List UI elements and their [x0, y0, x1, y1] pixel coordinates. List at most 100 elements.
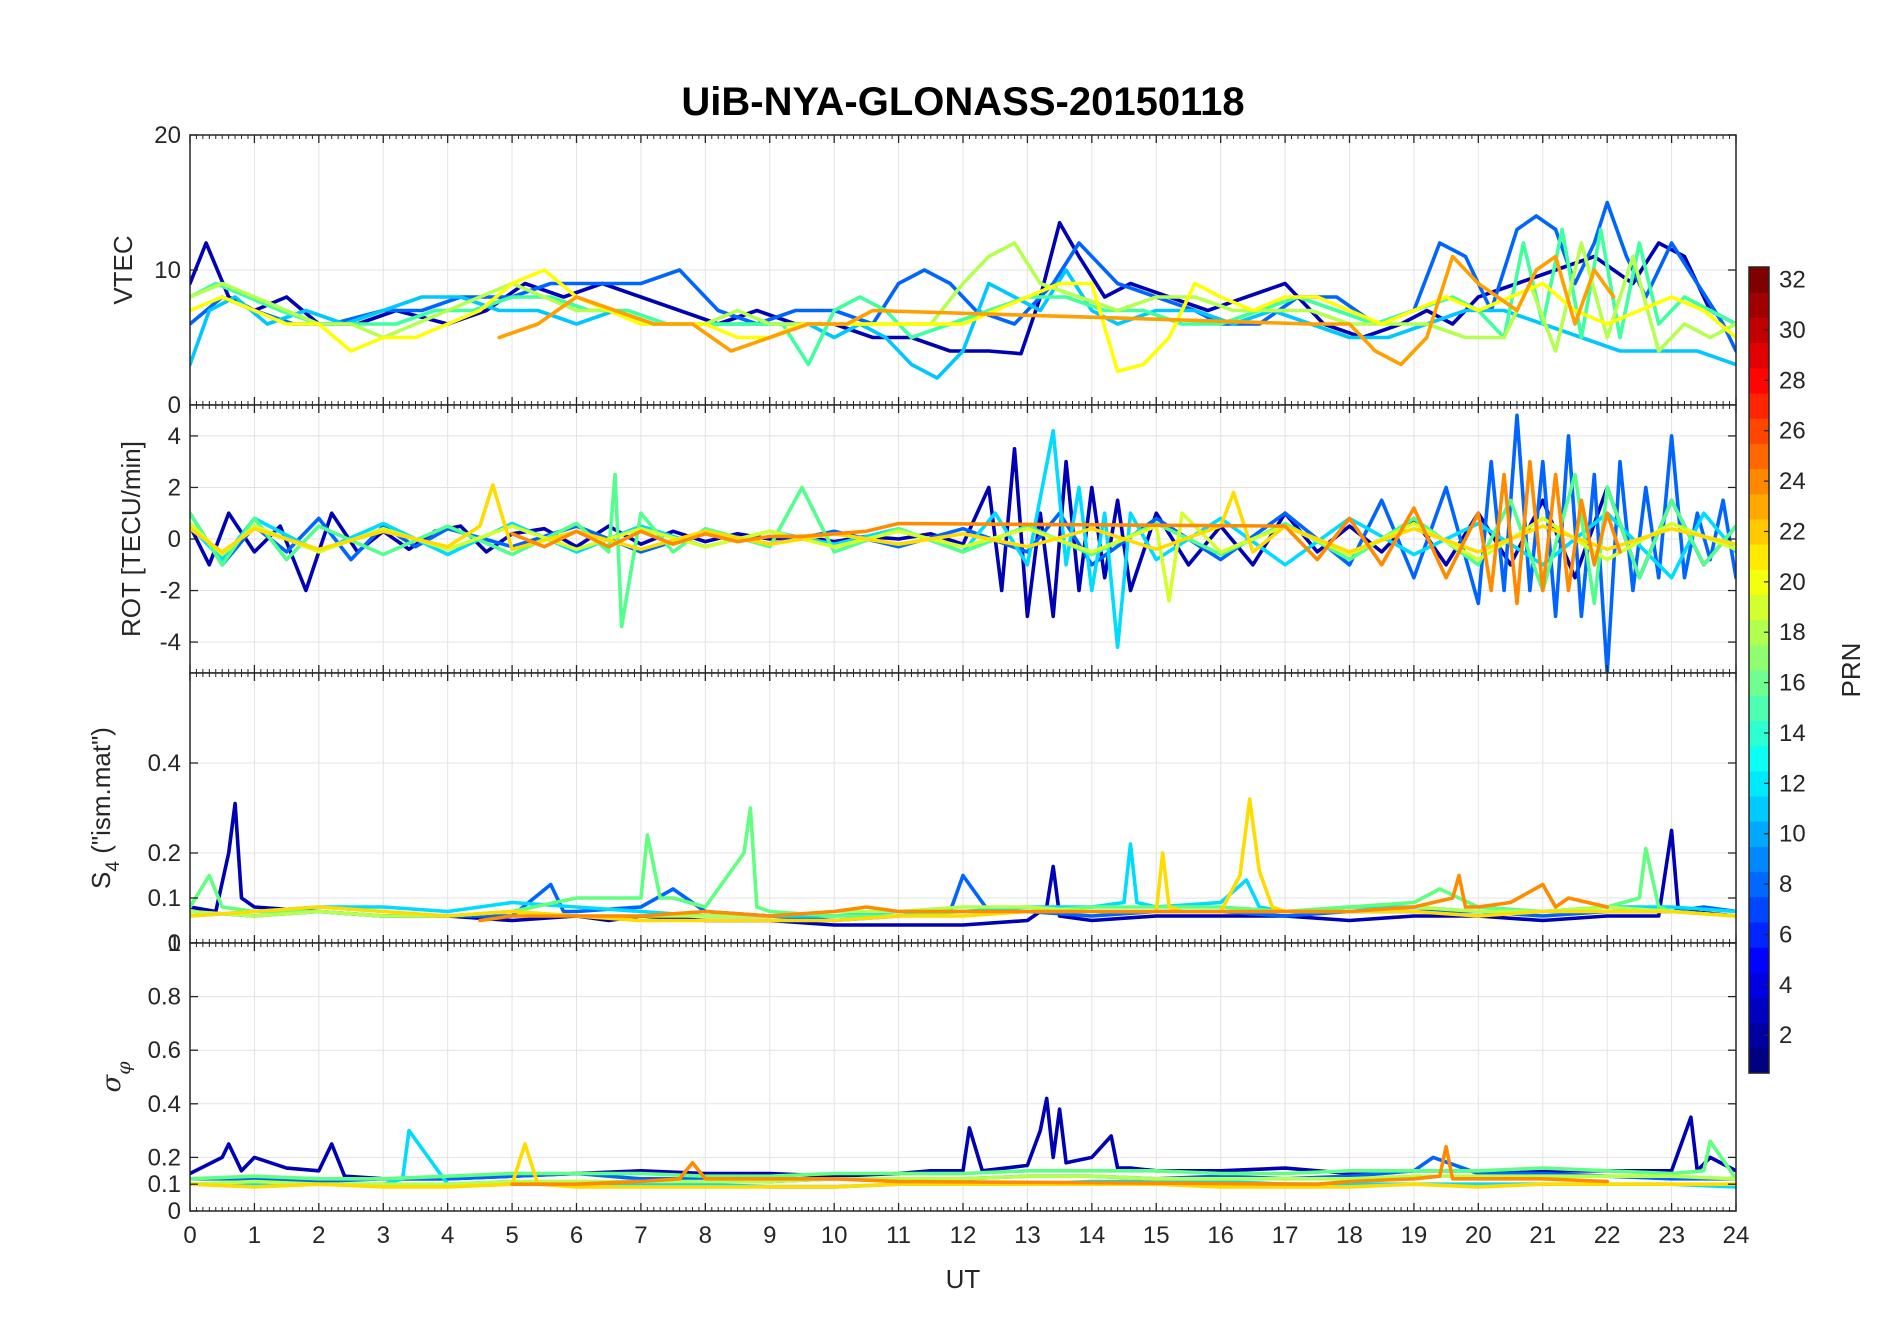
s4-series-prn-21 — [190, 797, 1736, 923]
colorbar-band — [1749, 619, 1769, 646]
vtec-grid — [189, 134, 1737, 406]
colorbar-band — [1749, 896, 1769, 923]
x-tick-label: 20 — [1465, 1222, 1492, 1249]
s4-axis-label: S4 ("ism.mat") — [86, 727, 124, 889]
panel-sigma-phi: 00.10.2 0.4 0.6 0.8 1 σφ — [97, 930, 1737, 1225]
s4-ytick-label: 0.1 — [148, 885, 181, 912]
colorbar-band — [1749, 670, 1769, 696]
panel-rot: -4 -2 0 2 4 ROT [TECU/min] — [116, 404, 1737, 674]
colorbar-tick-label: 14 — [1779, 720, 1806, 747]
sigma_phi-series-prn-15 — [190, 1139, 1736, 1181]
sigma_phi-series-prn-23 — [510, 1144, 1609, 1186]
rot-grid — [189, 405, 1737, 673]
colorbar-tick-label: 2 — [1779, 1022, 1792, 1049]
x-tick-label: 21 — [1529, 1222, 1556, 1249]
rot-ytick-label: 0 — [168, 526, 181, 553]
rot-series-group — [190, 413, 1736, 673]
sigma_phi-ytick-label: 1 — [168, 930, 181, 957]
x-tick-label: 16 — [1207, 1222, 1234, 1249]
sigma_phi-series-prn-21 — [190, 1142, 1736, 1189]
colorbar-tick-label: 32 — [1779, 267, 1806, 294]
rot-series-prn-8 — [190, 413, 1736, 673]
colorbar-band — [1749, 418, 1769, 444]
colorbar-band — [1749, 569, 1769, 596]
vtec-series-group — [190, 200, 1736, 380]
sigma-phi-series-group — [190, 1096, 1736, 1189]
colorbar-band — [1749, 972, 1769, 999]
x-tick-label: 19 — [1401, 1222, 1428, 1249]
sigma_phi-ytick-label: 0 — [168, 1198, 181, 1225]
rot-series-prn-15 — [190, 472, 1736, 629]
s4-series-prn-23 — [478, 873, 1609, 923]
x-tick-label: 1 — [248, 1222, 261, 1249]
s4-ytick-label: 0.2 — [148, 840, 181, 867]
x-tick-label: 17 — [1272, 1222, 1299, 1249]
colorbar-band — [1749, 644, 1769, 671]
colorbar-frame — [1748, 266, 1770, 1074]
colorbar-tick-label: 26 — [1779, 418, 1806, 445]
rot-series-prn-23 — [510, 459, 1622, 606]
colorbar-band — [1749, 443, 1769, 470]
colorbar-band — [1749, 745, 1769, 772]
x-axis-label: UT — [946, 1264, 981, 1294]
colorbar-band — [1749, 317, 1769, 344]
x-tick-label: 6 — [570, 1222, 583, 1249]
x-tick-label: 4 — [441, 1222, 454, 1249]
rot-axis-label: ROT [TECU/min] — [116, 441, 146, 637]
colorbar-band — [1749, 392, 1769, 419]
sigma-phi-axes: 00.10.2 0.4 0.6 0.8 1 — [148, 930, 1737, 1225]
x-tick-label: 12 — [950, 1222, 977, 1249]
x-tick-label: 14 — [1078, 1222, 1105, 1249]
colorbar-band — [1749, 292, 1769, 318]
colorbar-tick-label: 22 — [1779, 518, 1806, 545]
x-tick-label: 23 — [1658, 1222, 1685, 1249]
x-tick-label: 5 — [505, 1222, 518, 1249]
chart-title: UiB-NYA-GLONASS-20150118 — [681, 80, 1244, 124]
vtec-series-prn-23 — [497, 254, 1616, 367]
x-tick-label: 13 — [1014, 1222, 1041, 1249]
x-tick-label: 9 — [763, 1222, 776, 1249]
colorbar-tick-label: 28 — [1779, 367, 1806, 394]
colorbar-band — [1749, 695, 1769, 721]
colorbar-band — [1749, 997, 1769, 1024]
sigma_phi-ytick-label: 0.4 — [148, 1091, 181, 1118]
rot-ytick-label: -2 — [160, 578, 181, 605]
x-tick-label: 2 — [312, 1222, 325, 1249]
s4-ytick-label: 0.4 — [148, 750, 181, 777]
x-tick-label: 15 — [1143, 1222, 1170, 1249]
sigma_phi-axes-frame — [189, 942, 1737, 1212]
panel-s4: 0 0.1 0.2 0.4 S4 ("ism.mat") — [86, 672, 1737, 957]
sigma_phi-ytick-label: 0.1 — [148, 1171, 181, 1198]
colorbar-band — [1749, 947, 1769, 973]
colorbar-band — [1749, 468, 1769, 495]
colorbar-tick-label: 16 — [1779, 670, 1806, 697]
vtec-ytick-label: 20 — [154, 122, 181, 149]
colorbar-tick-label: 24 — [1779, 468, 1806, 495]
colorbar-tick-label: 18 — [1779, 619, 1806, 646]
colorbar-bands — [1749, 267, 1769, 1074]
colorbar-band — [1749, 871, 1769, 898]
rot-ytick-label: 4 — [168, 423, 181, 450]
colorbar-band — [1749, 594, 1769, 621]
colorbar-tick-label: 6 — [1779, 921, 1792, 948]
colorbar-label: PRN — [1836, 643, 1866, 698]
colorbar-band — [1749, 1047, 1769, 1074]
colorbar-tick-label: 10 — [1779, 821, 1806, 848]
colorbar-band — [1749, 1022, 1769, 1049]
colorbar-band — [1749, 921, 1769, 948]
x-tick-label: 0 — [183, 1222, 196, 1249]
x-axis-tick-labels: 0 1 2 3 4 5 6 7 8 9 10 11 12 13 14 15 16 17 18 19 20 21 22 23 24 — [183, 1222, 1749, 1249]
sigma_phi-ytick-label: 0.6 — [148, 1037, 181, 1064]
colorbar-band — [1749, 821, 1769, 847]
panel-vtec: 0 10 20 VTEC — [108, 122, 1737, 419]
colorbar-band — [1749, 267, 1769, 293]
colorbar-tick-label: 12 — [1779, 770, 1806, 797]
x-tick-label: 18 — [1336, 1222, 1363, 1249]
sigma_phi-ytick-label: 0.8 — [148, 984, 181, 1011]
colorbar-band — [1749, 720, 1769, 747]
sigma-phi-axis-label: σφ — [97, 1061, 135, 1093]
sigma_phi-ytick-label: 0.2 — [148, 1144, 181, 1171]
